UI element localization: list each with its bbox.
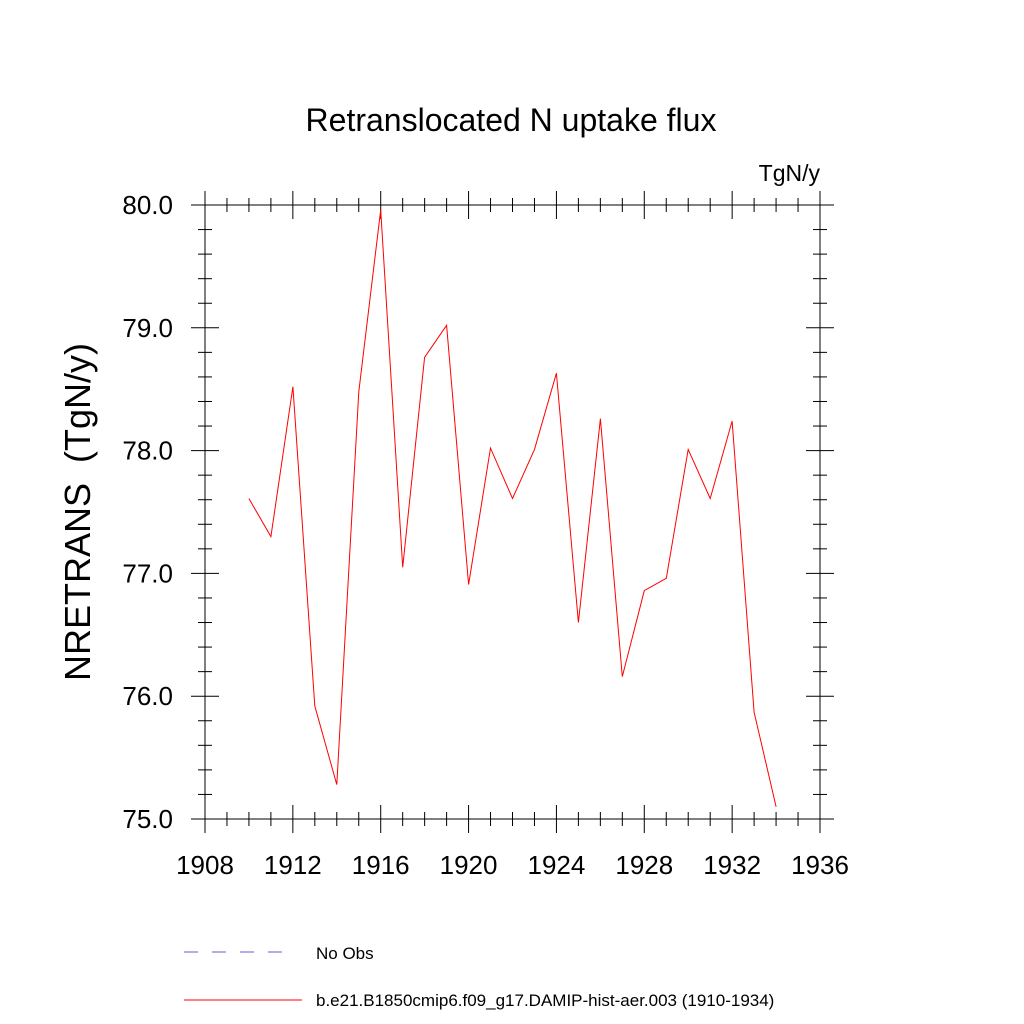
legend: No Obs b.e21.B1850cmip6.f09_g17.DAMIP-hi… — [184, 944, 774, 1010]
x-tick-label: 1924 — [528, 850, 586, 880]
x-tick-label: 1908 — [176, 850, 234, 880]
x-tick-labels: 1908 1912 1916 1920 1924 1928 1932 1936 — [176, 850, 849, 880]
x-tick-label: 1936 — [791, 850, 849, 880]
x-tick-label: 1932 — [703, 850, 761, 880]
plot-frame — [204, 204, 821, 820]
x-tick-label: 1912 — [264, 850, 322, 880]
y-axis-label: NRETRANS (TgN/y) — [57, 343, 98, 681]
y-tick-label: 79.0 — [122, 313, 173, 343]
y-tick-label: 80.0 — [122, 190, 173, 220]
legend-label-no-obs: No Obs — [316, 944, 374, 963]
series-layer — [248, 209, 777, 807]
y-tick-label: 77.0 — [122, 558, 173, 588]
x-tick-label: 1916 — [352, 850, 410, 880]
y-tick-label: 78.0 — [122, 436, 173, 466]
x-tick-label: 1928 — [615, 850, 673, 880]
minor-ticks — [198, 198, 827, 826]
major-ticks — [191, 191, 834, 833]
y-tick-label: 75.0 — [122, 804, 173, 834]
y-tick-label: 76.0 — [122, 681, 173, 711]
chart-title: Retranslocated N uptake flux — [306, 102, 717, 138]
units-label: TgN/y — [759, 160, 821, 186]
x-tick-label: 1920 — [440, 850, 498, 880]
y-tick-labels: 75.0 76.0 77.0 78.0 79.0 80.0 — [122, 190, 173, 834]
series-line-0 — [248, 209, 777, 807]
legend-label-model: b.e21.B1850cmip6.f09_g17.DAMIP-hist-aer.… — [316, 991, 774, 1010]
